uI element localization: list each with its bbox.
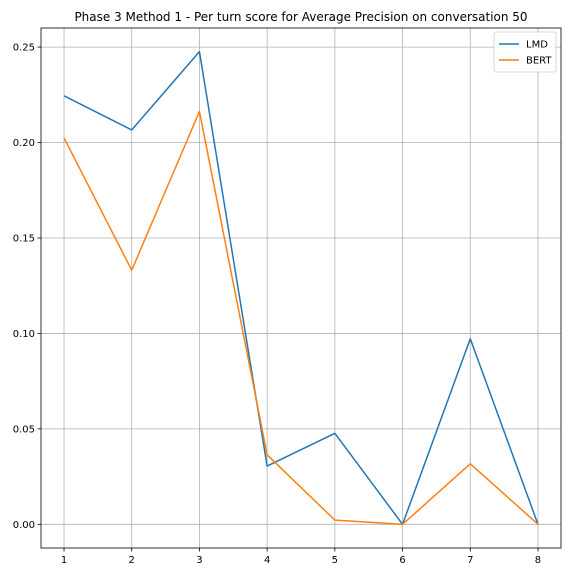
- y-tick-label: 0.05: [13, 424, 35, 435]
- x-tick-label: 2: [129, 555, 135, 566]
- y-tick-label: 0.20: [13, 138, 35, 149]
- y-tick-label: 0.10: [13, 329, 35, 340]
- x-tick-label: 8: [535, 555, 541, 566]
- legend-box: [493, 31, 557, 73]
- series-line-lmd: [63, 50, 539, 526]
- chart-title: Phase 3 Method 1 - Per turn score for Av…: [74, 10, 527, 24]
- series-line-bert: [63, 110, 539, 526]
- x-tick-label: 1: [61, 555, 67, 566]
- legend: LMD BERT: [493, 31, 557, 73]
- plot-frame: [40, 27, 562, 549]
- axis-ticks: 1 2 3 4 5 6 7 8 0.00 0.05 0.10 0.15 0.20 0.25: [13, 43, 541, 566]
- y-tick-label: 0.15: [13, 233, 35, 244]
- x-tick-label: 4: [264, 555, 270, 566]
- grid: [41, 28, 561, 548]
- x-tick-label: 5: [332, 555, 338, 566]
- series-lines: [63, 50, 539, 526]
- y-tick-label: 0.00: [13, 520, 35, 531]
- x-tick-label: 3: [196, 555, 202, 566]
- legend-label-lmd: LMD: [526, 40, 548, 51]
- legend-label-bert: BERT: [526, 56, 552, 67]
- x-tick-label: 7: [467, 555, 473, 566]
- x-tick-label: 6: [399, 555, 405, 566]
- y-tick-label: 0.25: [13, 43, 35, 54]
